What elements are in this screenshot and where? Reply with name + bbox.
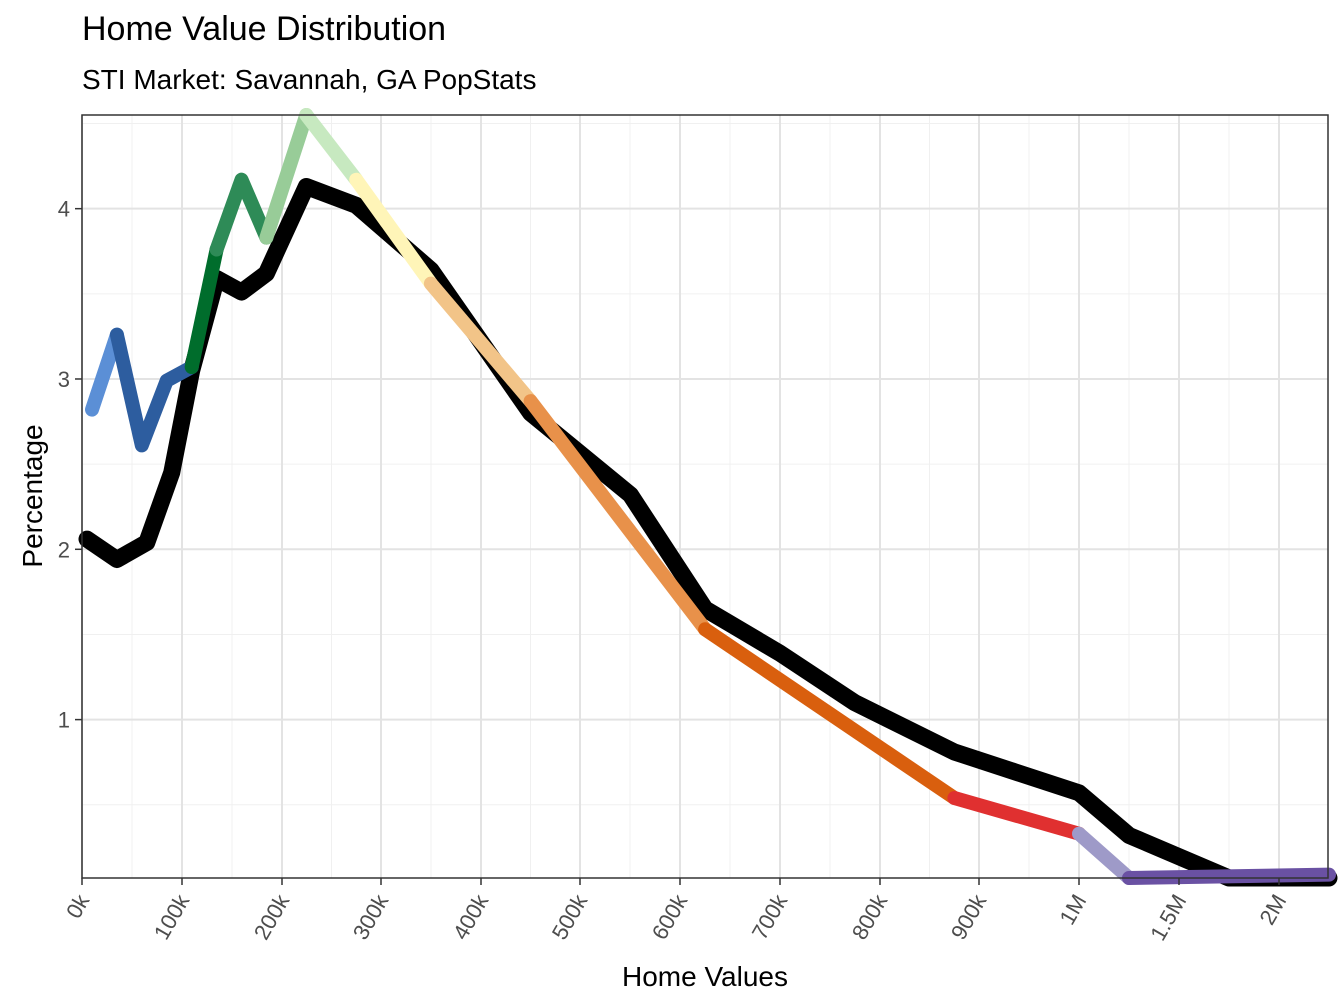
series-line-segment-3 <box>184 242 224 375</box>
x-tick-label: 1M <box>1054 890 1091 929</box>
series-line-segment-10 <box>698 622 962 805</box>
x-tick-label: 900k <box>946 889 992 944</box>
chart-title: Home Value Distribution <box>82 10 447 48</box>
series-layer <box>78 108 1338 887</box>
x-tick-label: 600k <box>647 889 693 944</box>
y-tick-label: 3 <box>58 367 70 392</box>
x-tick-label: 300k <box>348 889 394 944</box>
x-tick-label: 800k <box>847 889 893 944</box>
x-tick-label: 2M <box>1254 890 1291 929</box>
x-tick-label: 700k <box>747 889 793 944</box>
chart-subtitle: STI Market: Savannah, GA PopStats <box>82 64 537 95</box>
x-tick-label: 100k <box>149 889 195 944</box>
x-axis-title: Home Values <box>622 961 788 992</box>
panel-border <box>81 114 1329 879</box>
x-tick-label: 0k <box>61 889 95 922</box>
y-tick-label: 4 <box>58 197 70 222</box>
series-line-segment-5 <box>259 108 314 245</box>
grid <box>81 115 1328 878</box>
x-tick-label: 1.5M <box>1145 890 1191 945</box>
series-line-segment-6 <box>299 108 364 187</box>
x-tick-label: 200k <box>249 889 295 944</box>
series-line-segment-11 <box>947 791 1086 841</box>
series-line-segment-2 <box>109 327 199 453</box>
y-tick-label: 1 <box>58 708 70 733</box>
x-tick-label: 500k <box>547 889 593 944</box>
series-line-segment-7 <box>349 172 438 291</box>
series-line-segment-12 <box>1072 826 1136 885</box>
y-tick-label: 2 <box>58 537 70 562</box>
series-line-overall <box>78 178 1338 887</box>
x-tick-label: 400k <box>448 889 494 944</box>
series-line-segment-4 <box>209 172 274 257</box>
series-line-segment-8 <box>423 276 538 409</box>
series-line-segment-9 <box>523 394 713 637</box>
y-axis-title: Percentage <box>17 424 48 567</box>
